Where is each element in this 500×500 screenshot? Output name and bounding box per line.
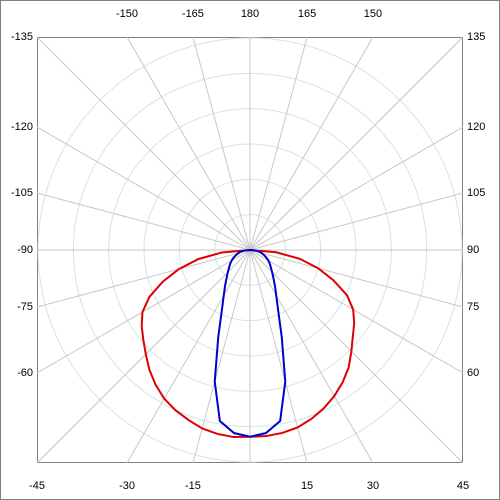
- angle-label: -15: [185, 480, 201, 492]
- radial-line: [37, 37, 251, 251]
- radial-line: [249, 249, 463, 374]
- angle-label: -165: [182, 8, 204, 20]
- radial-line: [249, 249, 463, 308]
- angle-label: -135: [11, 31, 33, 43]
- radial-line: [249, 37, 374, 251]
- angle-label: -105: [11, 187, 33, 199]
- angle-label: 75: [467, 301, 479, 313]
- radial-line: [126, 249, 251, 463]
- radial-line: [249, 249, 374, 463]
- radial-line: [249, 37, 463, 251]
- angle-label: 165: [298, 8, 316, 20]
- angle-label: -60: [17, 367, 33, 379]
- radial-line: [249, 37, 308, 251]
- plot-content: [37, 37, 463, 463]
- radial-line: [37, 249, 251, 463]
- angle-label: 30: [367, 480, 379, 492]
- angle-label: 135: [467, 31, 485, 43]
- radial-line: [192, 37, 251, 251]
- angle-label: 60: [467, 367, 479, 379]
- angle-label: 150: [364, 8, 382, 20]
- angle-label: -90: [17, 244, 33, 256]
- angle-label: -150: [116, 8, 138, 20]
- angle-label: 105: [467, 187, 485, 199]
- angle-label: 45: [457, 480, 469, 492]
- radial-line: [249, 192, 463, 251]
- angle-label: -75: [17, 301, 33, 313]
- angle-label: 90: [467, 244, 479, 256]
- radial-line: [37, 192, 251, 251]
- angle-label: 15: [301, 480, 313, 492]
- radial-line: [37, 249, 251, 308]
- angle-label: -120: [11, 121, 33, 133]
- angle-label: -45: [29, 480, 45, 492]
- radial-line: [126, 37, 251, 251]
- radial-line: [249, 126, 463, 251]
- intensity-curve: [213, 249, 287, 438]
- radial-line: [37, 126, 251, 251]
- angle-label: 120: [467, 121, 485, 133]
- angle-label: -30: [119, 480, 135, 492]
- angle-label: 180: [241, 8, 259, 20]
- radial-line: [249, 249, 463, 463]
